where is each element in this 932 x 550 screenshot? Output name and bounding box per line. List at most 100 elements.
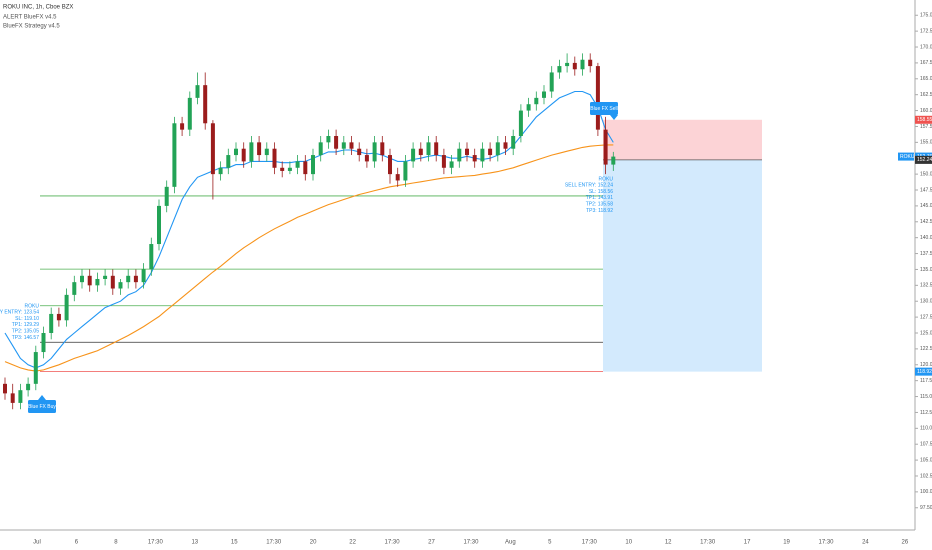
price-tag-label: 118.92 — [917, 369, 932, 375]
y-tick-label: 100.00 — [920, 489, 932, 495]
candle-body — [80, 275, 84, 283]
x-tick-label: 17 — [744, 540, 751, 546]
candle-body — [103, 275, 108, 279]
x-tick-label: 19 — [783, 540, 790, 546]
candle-body — [503, 142, 508, 149]
candle-body — [388, 155, 392, 175]
candle-body — [526, 104, 531, 111]
candle-body — [326, 135, 331, 143]
y-tick-label: 110.00 — [920, 426, 932, 432]
candle-body — [364, 155, 369, 162]
x-tick-label: 10 — [625, 540, 632, 546]
candle-body — [249, 142, 254, 162]
y-tick-label: 135.00 — [920, 267, 932, 273]
y-tick-label: 112.50 — [920, 410, 932, 416]
candle-body — [33, 352, 38, 384]
candle-body — [272, 148, 277, 168]
signal-text: TP3: 118.92 — [586, 208, 613, 214]
candle-body — [311, 155, 315, 175]
candle-body — [542, 91, 546, 98]
candle-body — [480, 148, 485, 162]
candle-body — [72, 282, 77, 295]
candle-body — [264, 148, 269, 156]
candle-body — [41, 332, 46, 353]
candle-body — [187, 97, 192, 130]
y-tick-label: 145.00 — [920, 203, 932, 209]
target-zone — [603, 159, 762, 372]
y-tick-label: 162.50 — [920, 92, 932, 98]
x-tick-label: Jul — [33, 540, 41, 546]
symbol-title: ROKU INC, 1h, Cboe BZX — [3, 5, 73, 11]
candle-body — [565, 62, 570, 67]
candle-body — [3, 383, 7, 394]
candle-body — [126, 275, 131, 283]
y-tick-label: 122.50 — [920, 346, 932, 352]
candle-body — [257, 142, 262, 156]
signal-text: TP3: 146.57 — [12, 335, 39, 341]
candle-body — [395, 174, 400, 181]
signal-label: Blue FX Buy — [28, 404, 56, 410]
y-tick-label: 165.00 — [920, 76, 932, 82]
candle-body — [418, 148, 423, 156]
candle-body — [210, 123, 215, 175]
signal-text: TP1: 143.91 — [586, 195, 613, 201]
candle-body — [141, 269, 146, 283]
signal-box — [590, 102, 618, 115]
y-tick-label: 172.50 — [920, 28, 932, 34]
candle-body — [303, 161, 308, 175]
candle-body — [95, 278, 100, 286]
signal-pointer — [610, 115, 618, 120]
x-tick-label: 17:30 — [148, 540, 164, 546]
candle-body — [534, 97, 539, 105]
candle-body — [334, 135, 339, 149]
candle-body — [434, 142, 439, 156]
moving-average — [4, 144, 614, 372]
symbol-tag-label: ROKU — [900, 154, 915, 160]
y-tick-label: 115.00 — [920, 394, 932, 400]
y-tick-label: 147.50 — [920, 187, 932, 193]
candle-body — [426, 142, 431, 156]
indicator-label: BlueFX Strategy v4.5 — [3, 24, 60, 30]
price-tag-label: 158.55 — [917, 117, 932, 123]
signal-text: SL: 158.56 — [589, 189, 613, 195]
x-tick-label: 17:30 — [385, 540, 401, 546]
y-tick-label: 105.00 — [920, 457, 932, 463]
candle-body — [549, 72, 554, 92]
x-tick-label: 17:30 — [266, 540, 282, 546]
signal-pointer — [38, 395, 46, 400]
y-tick-label: 120.00 — [920, 362, 932, 368]
y-tick-label: 130.00 — [920, 299, 932, 305]
candle-body — [495, 142, 500, 156]
candle-body — [133, 275, 138, 283]
x-tick-label: 12 — [665, 540, 672, 546]
signal-text: TP2: 135.05 — [12, 329, 39, 335]
candle-body — [18, 390, 23, 403]
y-tick-label: 125.00 — [920, 330, 932, 336]
x-tick-label: 20 — [310, 540, 317, 546]
candle-body — [611, 156, 616, 165]
y-tick-label: 107.50 — [920, 442, 932, 448]
x-tick-label: 24 — [862, 540, 869, 546]
x-tick-label: 17:30 — [700, 540, 716, 546]
x-tick-label: 17:30 — [463, 540, 479, 546]
price-tag-label: 152.24 — [917, 157, 932, 163]
candle-body — [488, 148, 493, 156]
candle-body — [195, 85, 200, 98]
candle-body — [580, 59, 585, 70]
candle-body — [372, 142, 377, 162]
candle-body — [472, 155, 477, 162]
candle-body — [349, 142, 354, 149]
x-tick-label: 15 — [231, 540, 238, 546]
candle-body — [234, 148, 238, 156]
candle-body — [172, 123, 177, 187]
price-tag — [915, 115, 932, 124]
candle-body — [572, 62, 577, 70]
signal-text: ROKU — [25, 303, 40, 309]
y-tick-label: 155.00 — [920, 140, 932, 146]
candle-body — [164, 186, 169, 206]
candle-body — [218, 167, 223, 175]
candle-body — [26, 383, 31, 391]
candle-body — [457, 148, 462, 162]
y-tick-label: 137.50 — [920, 251, 932, 257]
